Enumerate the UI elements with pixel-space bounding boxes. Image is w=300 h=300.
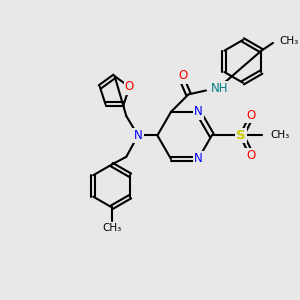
Text: CH₃: CH₃	[279, 36, 298, 46]
Text: S: S	[236, 129, 246, 142]
Text: O: O	[246, 109, 255, 122]
Text: CH₃: CH₃	[102, 223, 122, 233]
Text: O: O	[125, 80, 134, 93]
Text: CH₃: CH₃	[270, 130, 289, 140]
Text: N: N	[194, 105, 203, 119]
Text: N: N	[134, 129, 142, 142]
Text: O: O	[246, 149, 255, 162]
Text: NH: NH	[211, 82, 228, 95]
Text: N: N	[194, 152, 203, 166]
Text: O: O	[178, 69, 187, 82]
